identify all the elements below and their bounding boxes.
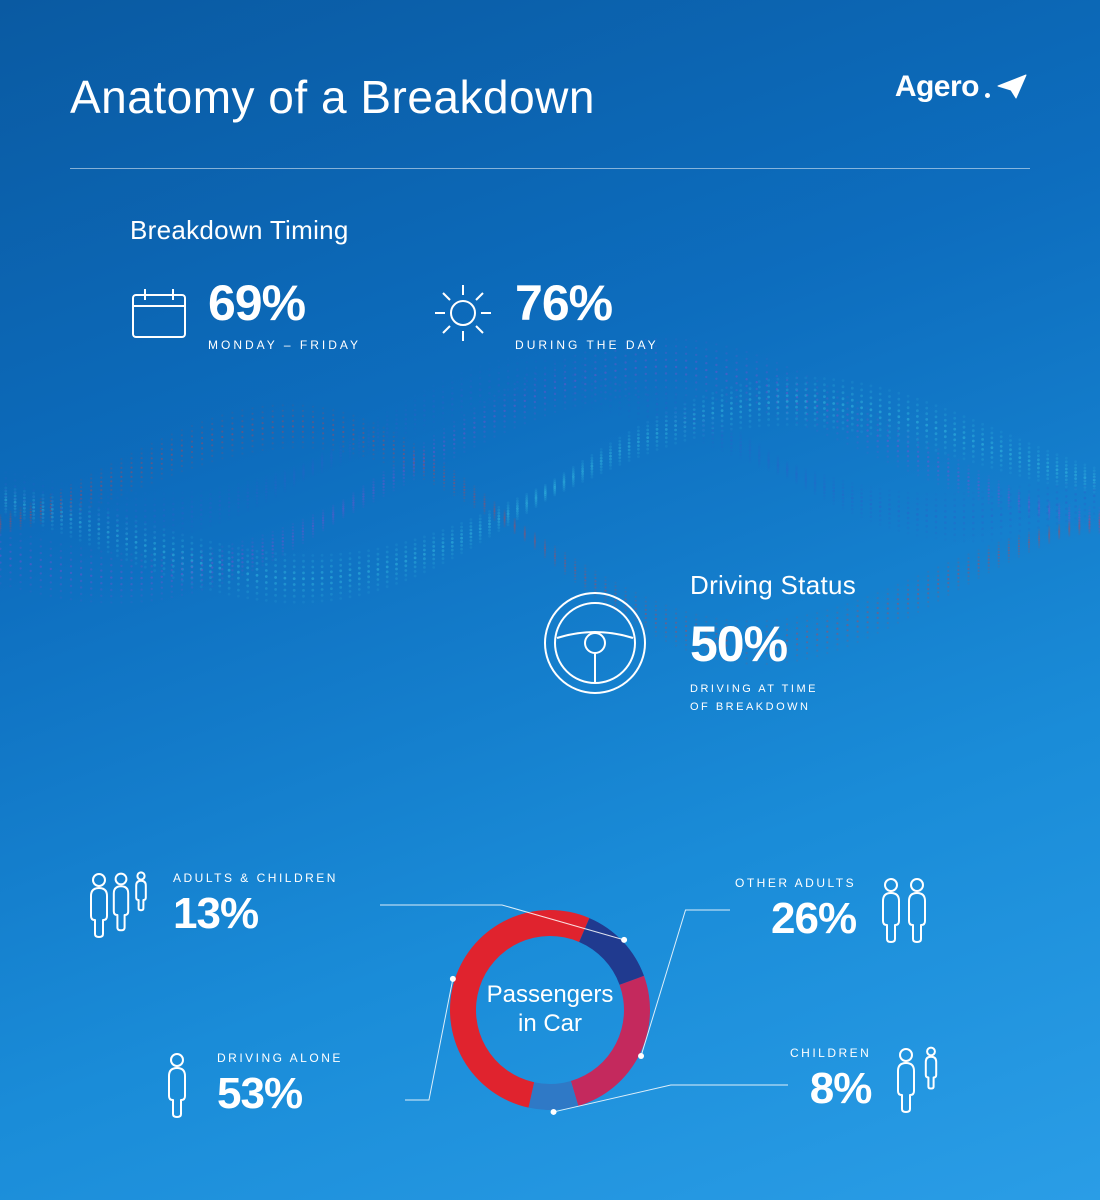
donut-center-line2: in Car [487,1010,614,1039]
header: Anatomy of a Breakdown Agero [70,70,1030,124]
passengers-item-adults-children: ADULTS & CHILDREN 13% [85,870,338,940]
passengers-children-value: 8% [790,1064,871,1114]
header-divider [70,168,1030,169]
timing-heading: Breakdown Timing [130,215,659,246]
calendar-icon [130,286,188,340]
steering-wheel-icon [540,588,650,698]
one-adult-icon [155,1050,199,1120]
donut-center-line1: Passengers [487,981,614,1010]
driving-heading: Driving Status [690,570,856,601]
passengers-section: Passengers in Car ADULTS & CHILDREN 13% … [0,870,1100,1200]
passengers-children-label: CHILDREN [790,1046,871,1060]
sun-icon [431,281,495,345]
passengers-adults-children-label: ADULTS & CHILDREN [173,871,338,885]
paper-plane-icon [996,72,1030,102]
passengers-adults-children-value: 13% [173,889,338,939]
donut-center-label: Passengers in Car [487,981,614,1039]
driving-caption-2: OF BREAKDOWN [690,699,856,717]
family-icon [85,870,155,940]
page-title: Anatomy of a Breakdown [70,70,595,124]
passengers-driving-alone-value: 53% [217,1069,343,1119]
passengers-other-adults-value: 26% [735,894,856,944]
two-adults-icon [874,875,934,945]
timing-weekday-value: 69% [208,274,361,332]
brand-logo: Agero [895,70,1030,104]
passengers-other-adults-label: OTHER ADULTS [735,876,856,890]
driving-caption-1: DRIVING AT TIME [690,681,856,699]
timing-section: Breakdown Timing 69% MONDAY – FRIDAY [130,215,659,352]
brand-logo-text: Agero [895,70,979,104]
passengers-driving-alone-label: DRIVING ALONE [217,1051,343,1065]
driving-status-section: Driving Status 50% DRIVING AT TIME OF BR… [540,570,856,716]
timing-day-caption: DURING THE DAY [515,338,659,352]
brand-logo-dot [985,93,990,98]
driving-value: 50% [690,615,856,673]
timing-weekday-caption: MONDAY – FRIDAY [208,338,361,352]
timing-day-value: 76% [515,274,659,332]
passengers-item-children: CHILDREN 8% [790,1045,945,1115]
passengers-item-other-adults: OTHER ADULTS 26% [735,875,934,945]
timing-item-weekday: 69% MONDAY – FRIDAY [130,274,361,352]
timing-item-day: 76% DURING THE DAY [431,274,659,352]
adult-child-icon [889,1045,945,1115]
passengers-item-driving-alone: DRIVING ALONE 53% [155,1050,343,1120]
